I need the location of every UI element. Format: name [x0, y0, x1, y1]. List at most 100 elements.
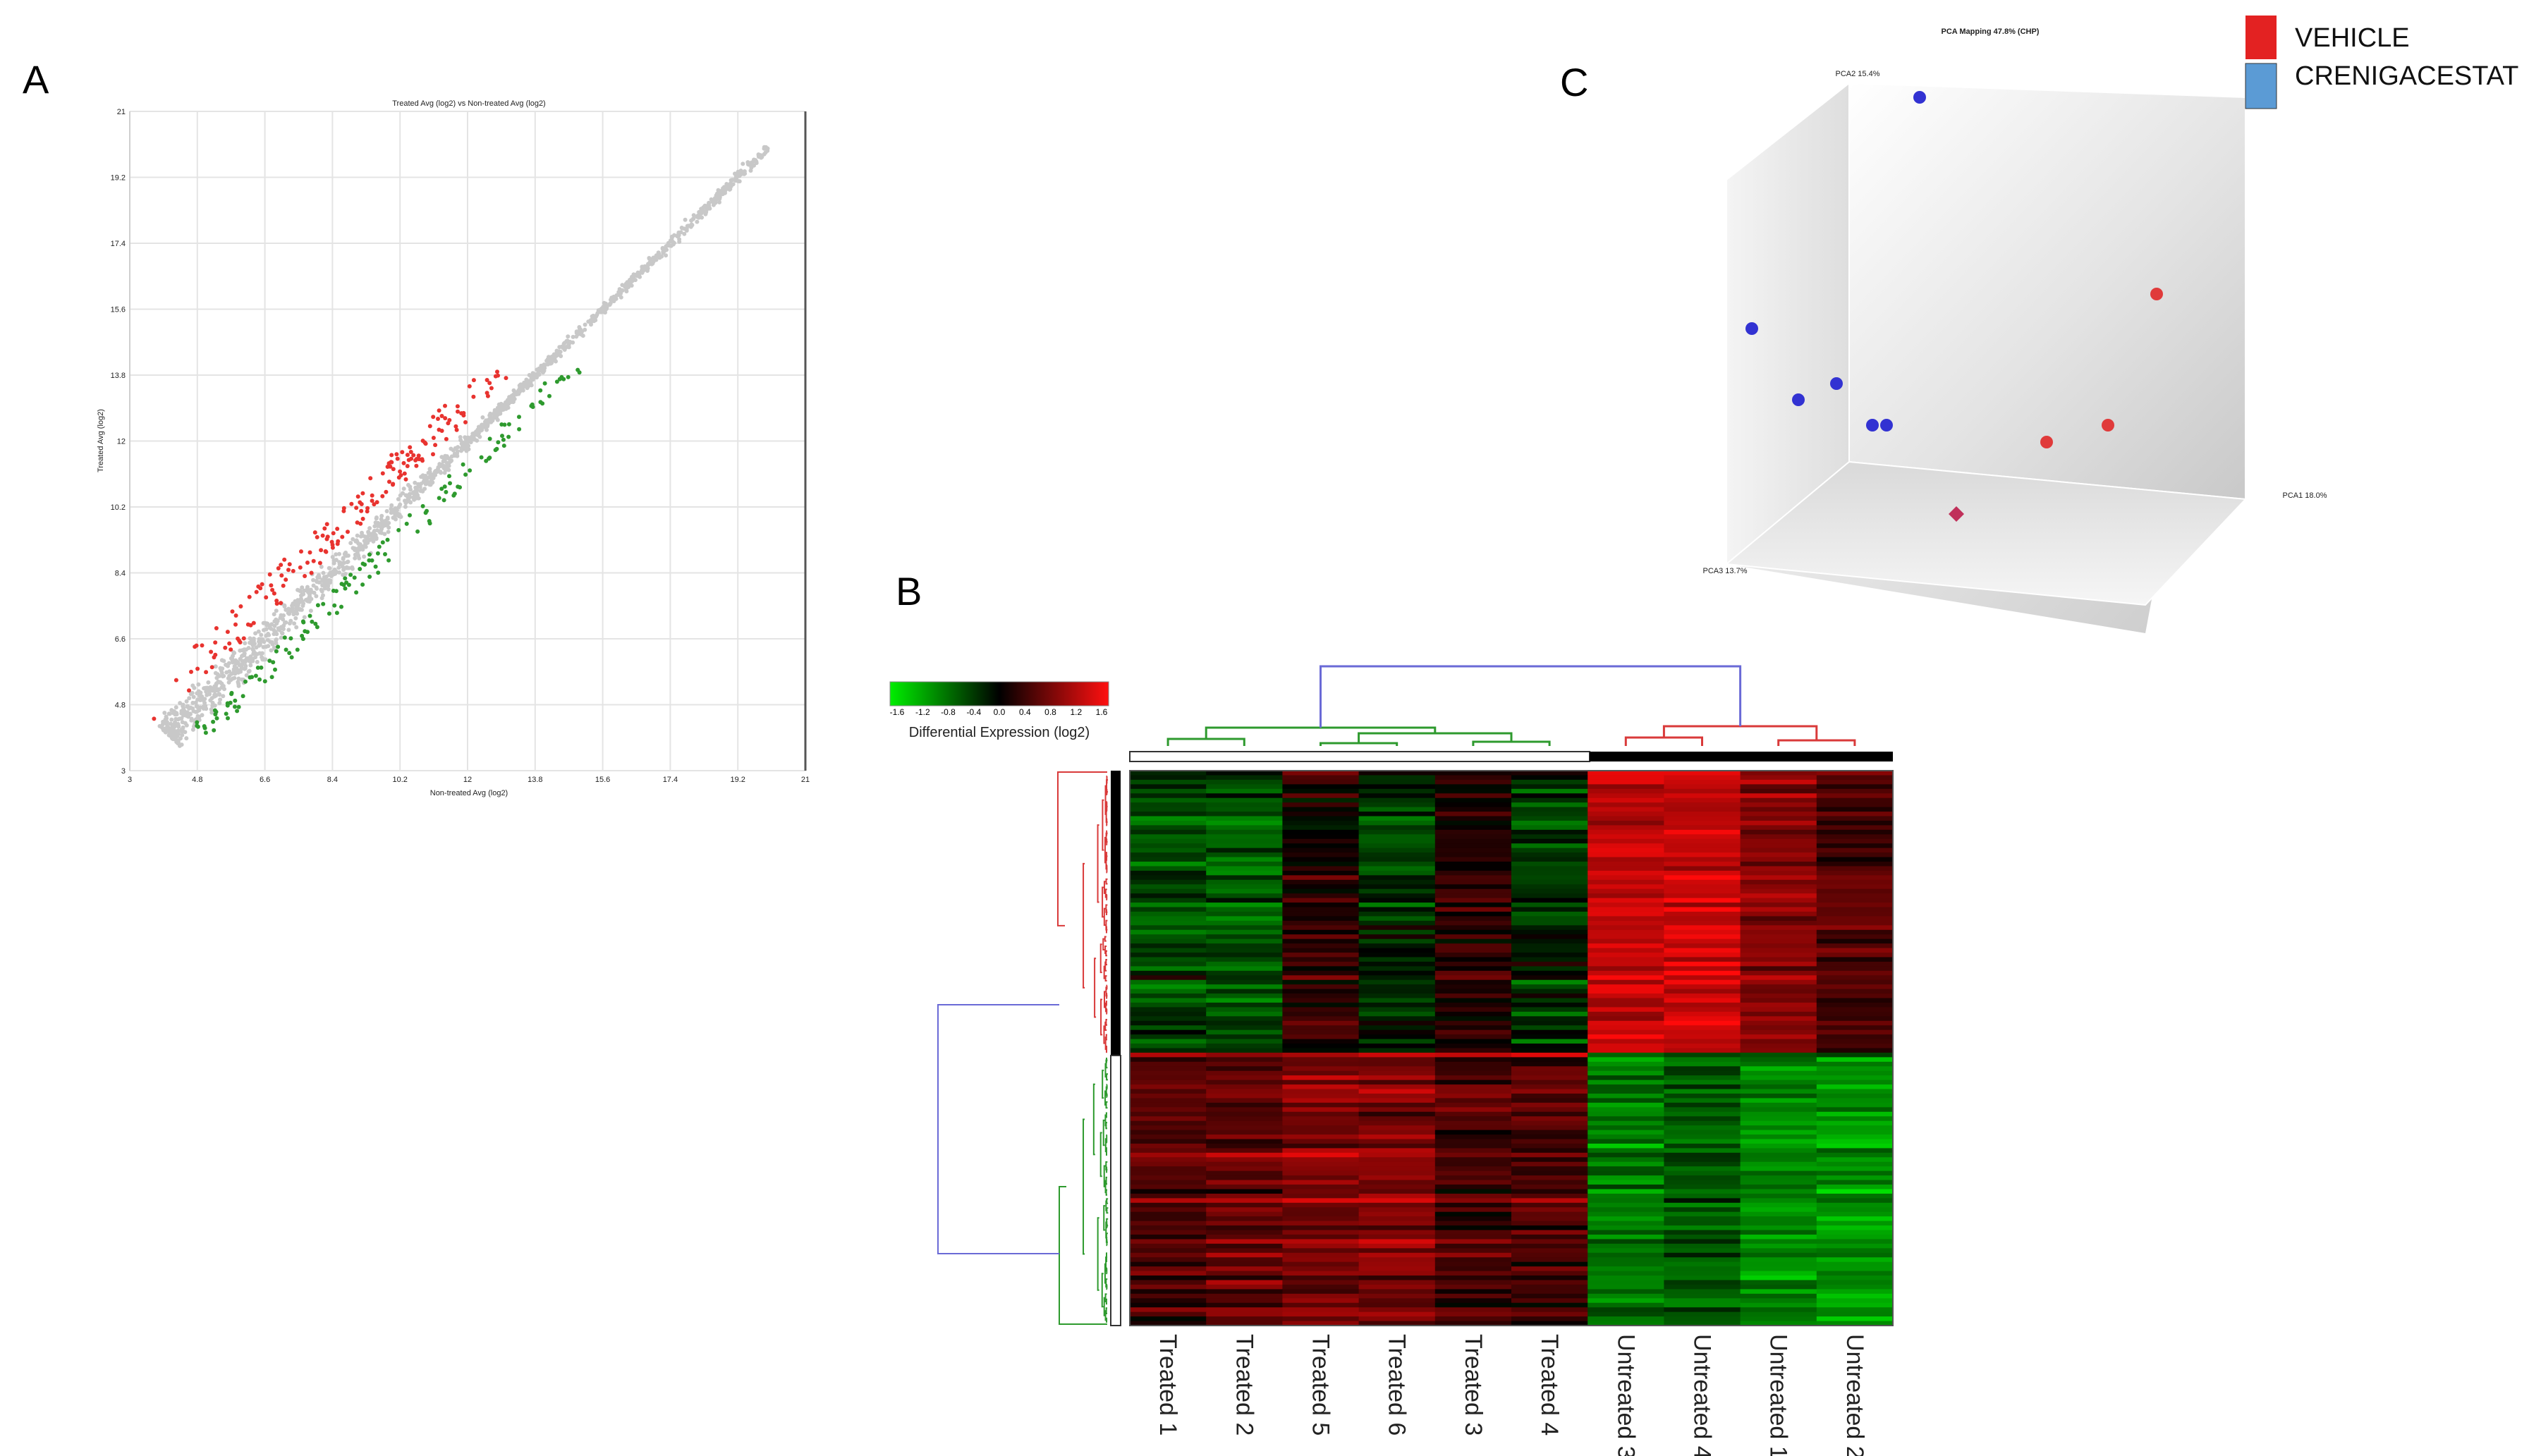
point-up-regulated: [267, 572, 272, 577]
point-not-changed: [312, 590, 317, 595]
heatmap-cell: [1664, 1175, 1741, 1181]
heatmap-cell: [1130, 1216, 1207, 1222]
heatmap-cell: [1358, 1193, 1436, 1199]
point-not-changed: [342, 551, 347, 556]
heatmap-cell: [1206, 970, 1283, 976]
point-not-changed: [476, 424, 481, 429]
row-dendro-link: [1104, 945, 1107, 955]
point-not-changed: [324, 574, 329, 579]
heatmap-cell: [1434, 1025, 1512, 1031]
heatmap-cell: [1434, 911, 1512, 917]
heatmap-cell: [1511, 1252, 1588, 1258]
point-not-changed: [297, 606, 302, 611]
point-not-changed: [341, 568, 346, 573]
heatmap-cell: [1130, 825, 1207, 831]
row-dendro-link: [1105, 919, 1108, 931]
heatmap-cell: [1130, 1066, 1207, 1072]
point-down-regulated: [224, 711, 228, 716]
point-not-changed: [220, 666, 225, 671]
heatmap-cell: [1588, 1307, 1664, 1313]
heatmap-cell: [1816, 875, 1894, 881]
heatmap-cell: [1358, 1079, 1436, 1085]
heatmap-cell: [1130, 771, 1207, 776]
heatmap-cell: [1434, 1275, 1512, 1281]
heatmap-cell: [1282, 1025, 1360, 1031]
point-up-regulated: [370, 498, 374, 503]
scatter-points: [152, 145, 770, 748]
heatmap-cell: [1740, 1066, 1817, 1072]
point-up-regulated: [380, 494, 385, 498]
heatmap-cell: [1434, 1057, 1512, 1063]
heatmap-cell: [1816, 943, 1894, 949]
point-not-changed: [179, 727, 184, 732]
point-down-regulated: [479, 455, 484, 460]
heatmap-cell: [1588, 979, 1664, 985]
heatmap-cell: [1816, 1044, 1894, 1049]
heatmap-cell: [1130, 953, 1207, 958]
heatmap-cell: [1282, 1161, 1360, 1167]
point-not-changed: [501, 408, 506, 412]
point-down-regulated: [307, 613, 312, 618]
x-tick-label: 6.6: [260, 776, 270, 784]
heatmap-cell: [1130, 1248, 1207, 1254]
heatmap-cell: [1816, 1029, 1894, 1035]
point-not-changed: [511, 388, 516, 393]
heatmap-cell: [1588, 1239, 1664, 1244]
heatmap-cell: [1511, 1225, 1588, 1231]
heatmap-cell: [1358, 929, 1436, 935]
point-up-regulated: [264, 595, 269, 600]
point-down-regulated: [300, 619, 305, 624]
pca-title: PCA Mapping 47.8% (CHP): [1942, 27, 2040, 36]
heatmap-cell: [1740, 989, 1817, 994]
row-dendro-link: [1097, 824, 1099, 903]
point-up-regulated: [387, 479, 391, 484]
heatmap-cell: [1588, 1094, 1664, 1099]
heatmap-cell: [1664, 866, 1741, 871]
heatmap-cell: [1511, 1243, 1588, 1249]
point-not-changed: [380, 525, 385, 530]
point-down-regulated: [253, 673, 258, 678]
heatmap-cell: [1434, 957, 1512, 962]
heatmap-cell: [1206, 929, 1283, 935]
heatmap-cell: [1664, 934, 1741, 940]
point-down-regulated: [529, 403, 534, 408]
heatmap-cell: [1434, 870, 1512, 876]
point-not-changed: [695, 219, 700, 224]
heatmap-cell: [1588, 1157, 1664, 1163]
heatmap-cell: [1740, 1098, 1817, 1103]
pca-floor: [1724, 460, 2248, 606]
point-not-changed: [408, 487, 413, 492]
colorbar-tick-label: -1.2: [915, 707, 930, 717]
point-up-regulated: [287, 562, 292, 567]
heatmap-cell: [1130, 1125, 1207, 1131]
column-label: Untreated 1: [1765, 1334, 1792, 1456]
heatmap-cell: [1358, 1057, 1436, 1063]
point-up-regulated: [454, 427, 459, 432]
heatmap-cell: [1282, 1089, 1360, 1094]
heatmap-cell: [1664, 989, 1741, 994]
heatmap-cell: [1816, 1248, 1894, 1254]
point-not-changed: [162, 728, 166, 733]
heatmap-cell: [1282, 1066, 1360, 1072]
heatmap-cell: [1511, 1120, 1588, 1126]
point-not-changed: [664, 244, 669, 249]
point-not-changed: [257, 643, 262, 648]
point-not-changed: [438, 470, 443, 475]
heatmap-cell: [1816, 1152, 1894, 1158]
heatmap-cell: [1664, 907, 1741, 912]
point-not-changed: [678, 230, 683, 235]
heatmap-cell: [1740, 911, 1817, 917]
heatmap-cell: [1588, 903, 1664, 908]
heatmap-cell: [1434, 1257, 1512, 1263]
heatmap-cell: [1282, 875, 1360, 881]
dendro-link: [1624, 736, 1703, 746]
heatmap-cell: [1511, 1180, 1588, 1185]
point-not-changed: [508, 396, 513, 401]
heatmap-cell: [1206, 1180, 1283, 1185]
heatmap-cell: [1206, 1143, 1283, 1149]
heatmap-cell: [1206, 838, 1283, 844]
heatmap-cell: [1282, 925, 1360, 931]
heatmap-cell: [1740, 1161, 1817, 1167]
heatmap-cell: [1511, 898, 1588, 903]
